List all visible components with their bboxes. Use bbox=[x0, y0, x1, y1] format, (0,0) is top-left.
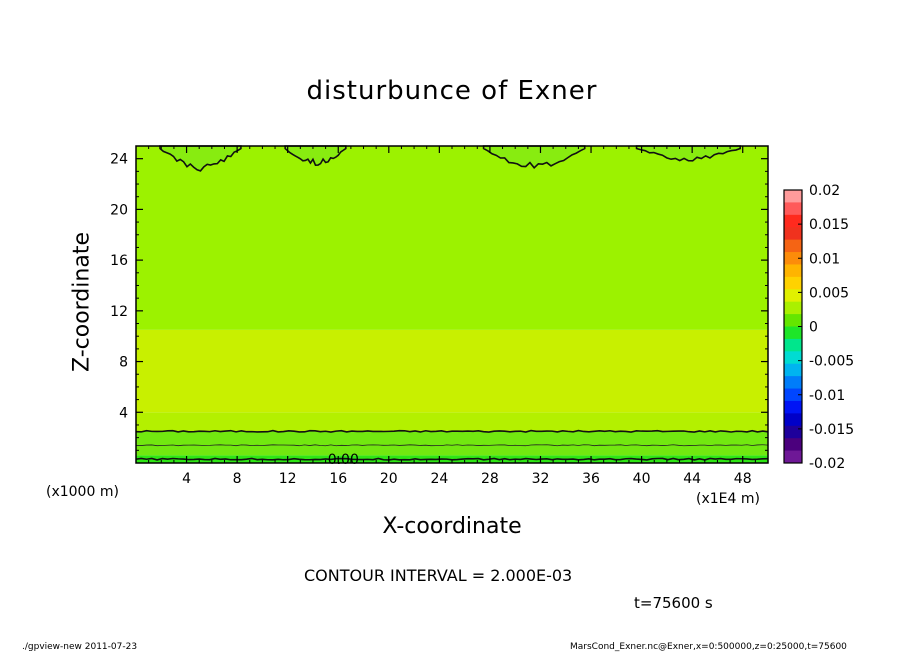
colorbar-segment bbox=[784, 214, 802, 228]
contour-line-0 bbox=[135, 429, 769, 433]
heatmap-band-4 bbox=[136, 146, 768, 330]
contour-line-thin bbox=[135, 444, 769, 447]
y-axis-label: Z-coordinate bbox=[69, 232, 95, 372]
x-tick-label: 48 bbox=[734, 471, 752, 487]
colorbar-label: 0.015 bbox=[809, 217, 849, 233]
time-label: t=75600 s bbox=[634, 594, 713, 612]
x-tick-label: 28 bbox=[481, 471, 499, 487]
x-tick-label: 36 bbox=[582, 471, 600, 487]
y-tick-label: 8 bbox=[119, 355, 128, 371]
axis-unit-right: (x1E4 m) bbox=[696, 491, 760, 507]
colorbar-segment bbox=[784, 326, 802, 340]
x-tick-label: 24 bbox=[430, 471, 448, 487]
contour-label: 0.00 bbox=[328, 452, 359, 468]
colorbar-segment bbox=[784, 413, 802, 427]
contour-closure-1 bbox=[284, 145, 347, 166]
colorbar-segment bbox=[784, 276, 802, 290]
colorbar-label: -0.02 bbox=[809, 456, 845, 472]
colorbar-label: 0 bbox=[809, 320, 818, 336]
colorbar-segment bbox=[784, 190, 802, 203]
y-tick-label: 16 bbox=[110, 253, 128, 269]
colorbar-segment bbox=[784, 376, 802, 390]
colorbar-segment bbox=[784, 351, 802, 365]
x-tick-label: 44 bbox=[683, 471, 701, 487]
contour-interval-text: CONTOUR INTERVAL = 2.000E-03 bbox=[304, 566, 573, 585]
chart-title: disturbunce of Exner bbox=[306, 76, 598, 106]
y-tick-label: 24 bbox=[110, 152, 128, 168]
colorbar-segment bbox=[784, 363, 802, 377]
x-tick-label: 12 bbox=[279, 471, 297, 487]
colorbar-segment bbox=[784, 202, 802, 216]
heatmap-band-2 bbox=[136, 412, 768, 432]
colorbar-label: -0.005 bbox=[809, 354, 854, 370]
x-tick-label: 32 bbox=[532, 471, 550, 487]
colorbar-segment bbox=[784, 388, 802, 402]
colorbar-segment bbox=[784, 450, 802, 464]
colorbar-segment bbox=[784, 227, 802, 241]
x-axis-label: X-coordinate bbox=[382, 514, 522, 539]
colorbar-label: -0.015 bbox=[809, 422, 854, 438]
colorbar-segment bbox=[784, 289, 802, 303]
footer-left: ./gpview-new 2011-07-23 bbox=[22, 642, 138, 652]
colorbar-segment bbox=[784, 239, 802, 253]
colorbar-segment bbox=[784, 400, 802, 414]
x-tick-label: 40 bbox=[633, 471, 651, 487]
colorbar-label: 0.005 bbox=[809, 285, 849, 301]
y-tick-label: 12 bbox=[110, 304, 128, 320]
contour-closure-3 bbox=[635, 145, 741, 162]
colorbar-segment bbox=[784, 425, 802, 439]
x-tick-label: 8 bbox=[233, 471, 242, 487]
colorbar-segment bbox=[784, 438, 802, 452]
colorbar-segment bbox=[784, 252, 802, 265]
y-tick-label: 4 bbox=[119, 405, 128, 421]
y-tick-label: 20 bbox=[110, 202, 128, 218]
axis-unit-left: (x1000 m) bbox=[46, 484, 119, 500]
colorbar-label: -0.01 bbox=[809, 388, 845, 404]
footer-right: MarsCond_Exner.nc@Exner,x=0:500000,z=0:2… bbox=[570, 642, 847, 652]
colorbar-segment bbox=[784, 264, 802, 278]
x-tick-label: 4 bbox=[182, 471, 191, 487]
colorbar-label: 0.01 bbox=[809, 251, 840, 267]
contour-closure-0 bbox=[159, 145, 242, 172]
colorbar-segment bbox=[784, 301, 802, 315]
contour-line-1 bbox=[135, 457, 769, 461]
colorbar-segment bbox=[784, 314, 802, 327]
x-tick-label: 20 bbox=[380, 471, 398, 487]
contour-closure-2 bbox=[482, 145, 586, 169]
x-tick-label: 16 bbox=[329, 471, 347, 487]
heatmap-band-1 bbox=[136, 431, 768, 456]
heatmap-band-3 bbox=[136, 329, 768, 413]
colorbar-segment bbox=[784, 338, 802, 352]
colorbar-label: 0.02 bbox=[809, 183, 840, 199]
